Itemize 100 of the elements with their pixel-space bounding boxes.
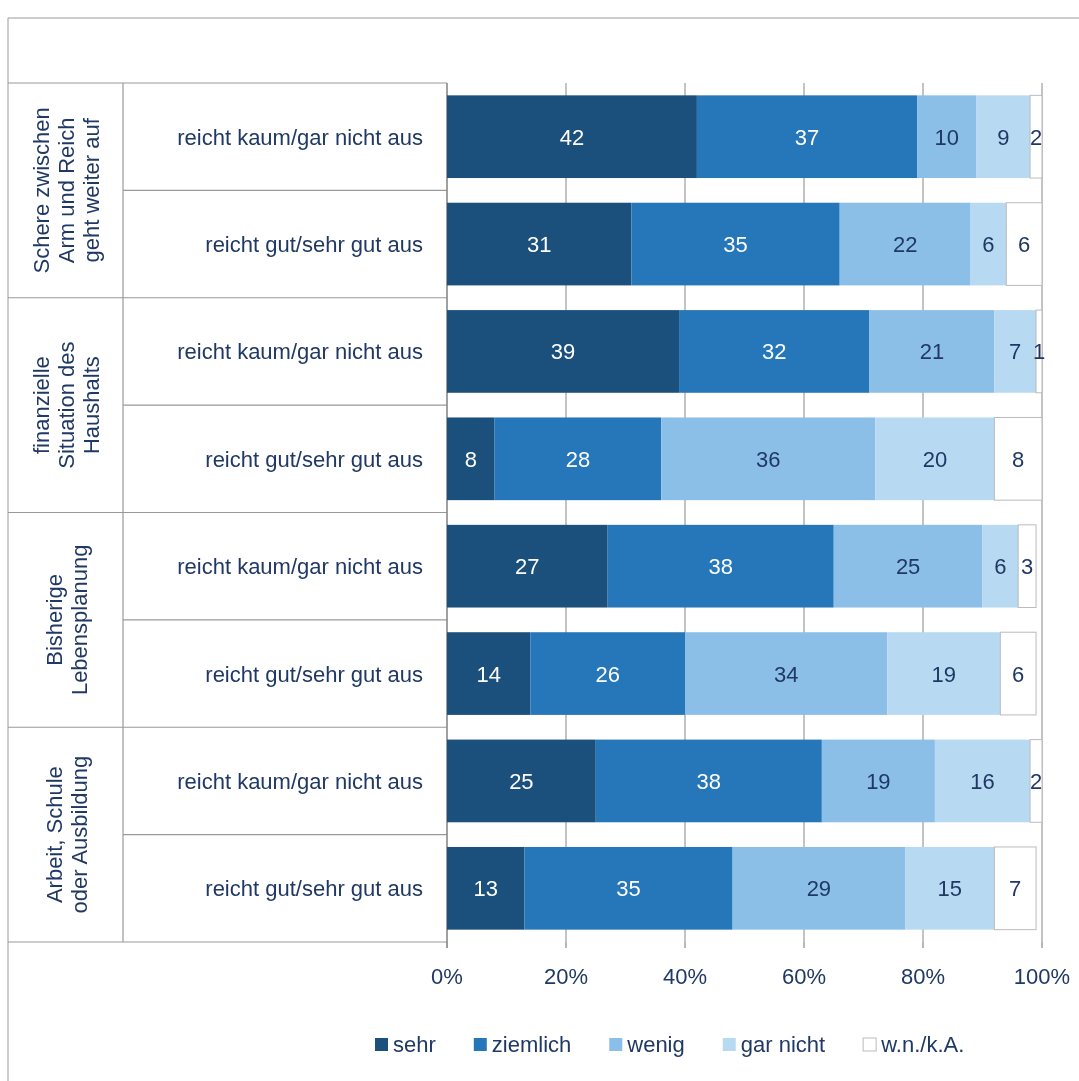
data-label: 39 (550, 339, 576, 365)
data-label: 25 (509, 768, 534, 794)
bar (494, 417, 662, 501)
x-tick-label: 80% (900, 964, 946, 989)
data-label: 9 (997, 124, 1010, 150)
legend-label: sehr (393, 1032, 436, 1057)
data-label: 37 (794, 124, 820, 150)
data-label: 35 (723, 232, 748, 258)
data-label: 15 (937, 876, 963, 902)
text: Arbeit, Schule oder Ausbildung (41, 755, 92, 914)
bar (833, 524, 983, 608)
y-tick-label: reicht kaum/gar nicht aus (177, 339, 423, 365)
data-label: 38 (708, 554, 733, 580)
data-label: 8 (464, 446, 477, 472)
bar (976, 95, 1031, 179)
bar (999, 631, 1037, 716)
x-tick-label: 20% (543, 964, 589, 989)
bar (447, 632, 531, 715)
data-label: 6 (982, 232, 995, 258)
bar (875, 417, 995, 501)
bar (447, 202, 632, 286)
data-label: 19 (931, 661, 957, 687)
text: finanzielle Situation des Haushalts (29, 341, 104, 469)
bar (732, 846, 906, 930)
legend-label: gar nicht (740, 1032, 826, 1057)
data-label: 10 (934, 124, 960, 150)
bar (1035, 309, 1043, 394)
data-label: 38 (696, 768, 722, 794)
bar (661, 417, 876, 501)
bar (1029, 94, 1043, 179)
data-label: 7 (1009, 339, 1022, 365)
bar (839, 202, 971, 286)
data-label: 2 (1029, 124, 1043, 150)
text: Schere zwischen Arm und Reich geht weiter auf (29, 107, 104, 274)
y-tick-label: reicht gut/sehr gut aus (205, 446, 423, 472)
bar (530, 632, 685, 715)
legend-label: wenig (626, 1032, 685, 1057)
bar (696, 95, 918, 179)
data-label: 7 (1009, 876, 1022, 902)
bar (993, 846, 1037, 931)
data-label: 25 (895, 554, 921, 580)
bar (821, 739, 935, 823)
data-label: 21 (919, 339, 945, 365)
data-label: 26 (595, 661, 620, 687)
bar (524, 846, 733, 930)
bar (447, 310, 680, 393)
data-label: 13 (473, 876, 498, 902)
data-label: 19 (866, 768, 891, 794)
bar (447, 95, 697, 179)
bar (685, 632, 888, 715)
bar (917, 95, 977, 179)
text: Bisherige Lebensplanung (41, 544, 92, 696)
bar (905, 846, 995, 930)
data-label: 22 (892, 232, 918, 258)
bar (447, 846, 525, 930)
y-tick-label: reicht gut/sehr gut aus (205, 232, 423, 258)
data-label: 29 (806, 876, 832, 902)
data-label: 6 (1018, 232, 1031, 258)
bar (982, 524, 1019, 608)
data-label: 36 (756, 446, 781, 472)
bar (1005, 202, 1043, 286)
bar (970, 202, 1007, 286)
data-label: 35 (616, 876, 641, 902)
data-label: 42 (559, 124, 585, 150)
bar (595, 739, 822, 823)
legend-label: w.n./k.A. (880, 1032, 965, 1057)
x-tick-label: 40% (662, 964, 708, 989)
bar (447, 739, 596, 823)
x-tick-label: 100% (1013, 964, 1071, 989)
y-tick-label: reicht kaum/gar nicht aus (177, 768, 423, 794)
data-label: 20 (922, 446, 948, 472)
data-label: 16 (970, 768, 995, 794)
bar (679, 310, 870, 393)
data-label: 14 (476, 661, 501, 687)
data-label: 3 (1021, 554, 1034, 580)
bar (1029, 739, 1043, 823)
y-tick-label: reicht kaum/gar nicht aus (177, 124, 423, 150)
data-label: 28 (565, 446, 591, 472)
data-label: 6 (994, 554, 1007, 580)
bar (447, 417, 495, 501)
y-tick-label: reicht kaum/gar nicht aus (177, 554, 423, 580)
data-label: 31 (526, 232, 552, 258)
legend-label: ziemlich (491, 1032, 572, 1057)
bar (447, 524, 608, 608)
x-tick-label: 0% (431, 964, 463, 989)
x-tick-label: 60% (781, 964, 827, 989)
bar (869, 310, 995, 393)
data-label: 6 (1012, 661, 1025, 687)
bar (1017, 524, 1037, 609)
bar (934, 739, 1031, 823)
data-label: 1 (1032, 339, 1046, 365)
bar (607, 524, 834, 608)
y-tick-label: reicht gut/sehr gut aus (205, 661, 423, 687)
y-tick-label: reicht gut/sehr gut aus (205, 876, 423, 902)
data-label: 34 (773, 661, 799, 687)
data-label: 32 (762, 339, 787, 365)
bar (631, 202, 840, 286)
bar (887, 632, 1001, 715)
bar (993, 416, 1043, 501)
data-label: 8 (1012, 446, 1025, 472)
